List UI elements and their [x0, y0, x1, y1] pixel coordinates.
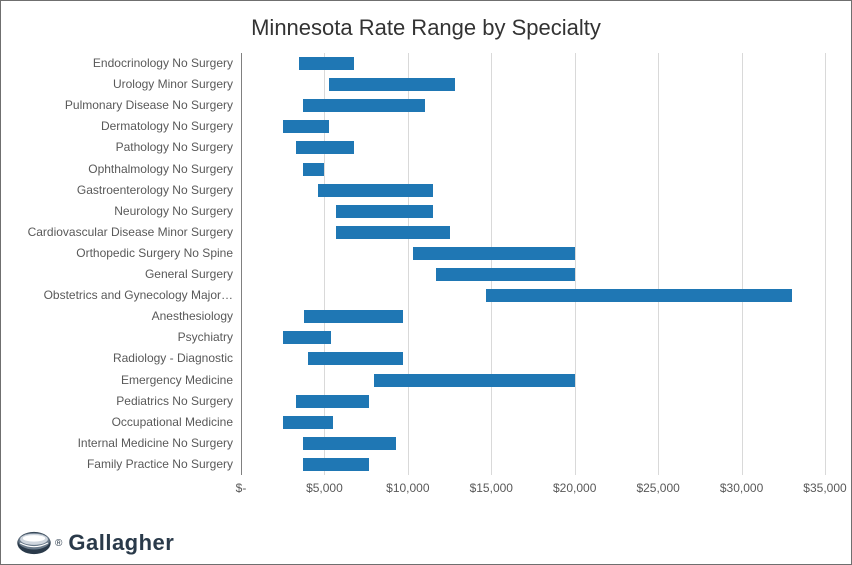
bar-row: Family Practice No Surgery	[241, 454, 825, 475]
y-category-label: Occupational Medicine	[23, 412, 241, 433]
gridline	[825, 53, 826, 475]
range-bar	[486, 289, 791, 302]
bar-row: Ophthalmology No Surgery	[241, 159, 825, 180]
y-category-label: Psychiatry	[23, 327, 241, 348]
y-category-label: Cardiovascular Disease Minor Surgery	[23, 222, 241, 243]
range-bar	[374, 374, 574, 387]
registered-mark: ®	[55, 538, 62, 549]
bar-row: Pulmonary Disease No Surgery	[241, 95, 825, 116]
bar-row: Pediatrics No Surgery	[241, 391, 825, 412]
range-bar	[303, 437, 396, 450]
y-category-label: Family Practice No Surgery	[23, 454, 241, 475]
bar-row: Gastroenterology No Surgery	[241, 180, 825, 201]
bar-row: Emergency Medicine	[241, 370, 825, 391]
range-bar	[303, 163, 325, 176]
y-category-label: Radiology - Diagnostic	[23, 348, 241, 369]
x-tick-label: $25,000	[636, 481, 679, 495]
bar-row: General Surgery	[241, 264, 825, 285]
x-tick-label: $5,000	[306, 481, 343, 495]
chart-container: Minnesota Rate Range by Specialty $- $5,0…	[0, 0, 852, 565]
y-category-label: Ophthalmology No Surgery	[23, 159, 241, 180]
bar-row: Dermatology No Surgery	[241, 116, 825, 137]
bar-row: Psychiatry	[241, 327, 825, 348]
x-tick-label: $35,000	[803, 481, 846, 495]
y-category-label: Urology Minor Surgery	[23, 74, 241, 95]
range-bar	[329, 78, 454, 91]
range-bar	[336, 226, 449, 239]
x-tick-label: $20,000	[553, 481, 596, 495]
y-category-label: Orthopedic Surgery No Spine	[23, 243, 241, 264]
bar-row: Pathology No Surgery	[241, 137, 825, 158]
plot-area: $-$5,000$10,000$15,000$20,000$25,000$30,…	[241, 53, 825, 503]
bar-row: Orthopedic Surgery No Spine	[241, 243, 825, 264]
y-category-label: Dermatology No Surgery	[23, 116, 241, 137]
range-bar	[413, 247, 575, 260]
bar-row: Radiology - Diagnostic	[241, 348, 825, 369]
y-category-label: Pediatrics No Surgery	[23, 391, 241, 412]
range-bar	[296, 141, 354, 154]
gallagher-logo: ® Gallagher	[15, 530, 174, 556]
logo-text: Gallagher	[68, 530, 174, 556]
globe-icon	[15, 530, 53, 556]
y-category-label: Gastroenterology No Surgery	[23, 180, 241, 201]
range-bar	[436, 268, 574, 281]
range-bar	[283, 120, 330, 133]
range-bar	[318, 184, 433, 197]
bar-row: Occupational Medicine	[241, 412, 825, 433]
range-bar	[303, 99, 425, 112]
x-tick-label: $-	[236, 481, 247, 495]
y-category-label: Obstetrics and Gynecology Major…	[23, 285, 241, 306]
bar-row: Internal Medicine No Surgery	[241, 433, 825, 454]
chart-title: Minnesota Rate Range by Specialty	[15, 15, 837, 41]
range-bar	[308, 352, 403, 365]
y-category-label: Neurology No Surgery	[23, 201, 241, 222]
bar-row: Neurology No Surgery	[241, 201, 825, 222]
range-bar	[336, 205, 433, 218]
y-category-label: Endocrinology No Surgery	[23, 53, 241, 74]
range-bar	[304, 310, 402, 323]
range-bar	[299, 57, 354, 70]
y-category-label: General Surgery	[23, 264, 241, 285]
y-category-label: Anesthesiology	[23, 306, 241, 327]
y-category-label: Pathology No Surgery	[23, 137, 241, 158]
bar-row: Anesthesiology	[241, 306, 825, 327]
y-category-label: Emergency Medicine	[23, 370, 241, 391]
range-bar	[283, 331, 331, 344]
y-category-label: Pulmonary Disease No Surgery	[23, 95, 241, 116]
x-tick-label: $30,000	[720, 481, 763, 495]
bar-row: Obstetrics and Gynecology Major…	[241, 285, 825, 306]
bar-row: Endocrinology No Surgery	[241, 53, 825, 74]
x-tick-label: $10,000	[386, 481, 429, 495]
x-tick-label: $15,000	[470, 481, 513, 495]
bar-row: Cardiovascular Disease Minor Surgery	[241, 222, 825, 243]
range-bar	[283, 416, 333, 429]
range-bar	[296, 395, 369, 408]
y-category-label: Internal Medicine No Surgery	[23, 433, 241, 454]
bar-row: Urology Minor Surgery	[241, 74, 825, 95]
range-bar	[303, 458, 370, 471]
